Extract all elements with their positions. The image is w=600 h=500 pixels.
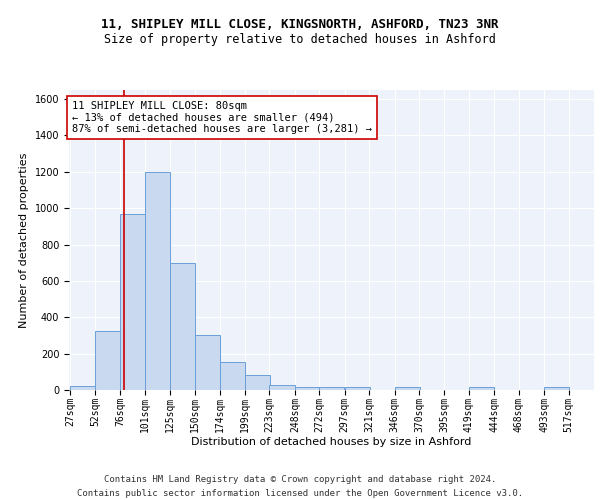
- Bar: [319, 388, 344, 390]
- Y-axis label: Number of detached properties: Number of detached properties: [19, 152, 29, 328]
- Text: 11, SHIPLEY MILL CLOSE, KINGSNORTH, ASHFORD, TN23 3NR: 11, SHIPLEY MILL CLOSE, KINGSNORTH, ASHF…: [101, 18, 499, 30]
- Bar: [70, 386, 95, 390]
- Bar: [120, 214, 145, 390]
- Bar: [469, 388, 494, 390]
- Bar: [195, 334, 220, 390]
- Bar: [145, 172, 170, 390]
- Text: 11 SHIPLEY MILL CLOSE: 80sqm
← 13% of detached houses are smaller (494)
87% of s: 11 SHIPLEY MILL CLOSE: 80sqm ← 13% of de…: [72, 101, 372, 134]
- Bar: [245, 376, 270, 390]
- Bar: [95, 331, 121, 390]
- Bar: [295, 388, 320, 390]
- Bar: [170, 262, 195, 390]
- Bar: [269, 386, 295, 390]
- Text: Size of property relative to detached houses in Ashford: Size of property relative to detached ho…: [104, 32, 496, 46]
- Bar: [345, 388, 370, 390]
- Bar: [544, 388, 569, 390]
- X-axis label: Distribution of detached houses by size in Ashford: Distribution of detached houses by size …: [191, 437, 472, 447]
- Text: Contains HM Land Registry data © Crown copyright and database right 2024.
Contai: Contains HM Land Registry data © Crown c…: [77, 476, 523, 498]
- Bar: [220, 362, 245, 390]
- Bar: [395, 388, 420, 390]
